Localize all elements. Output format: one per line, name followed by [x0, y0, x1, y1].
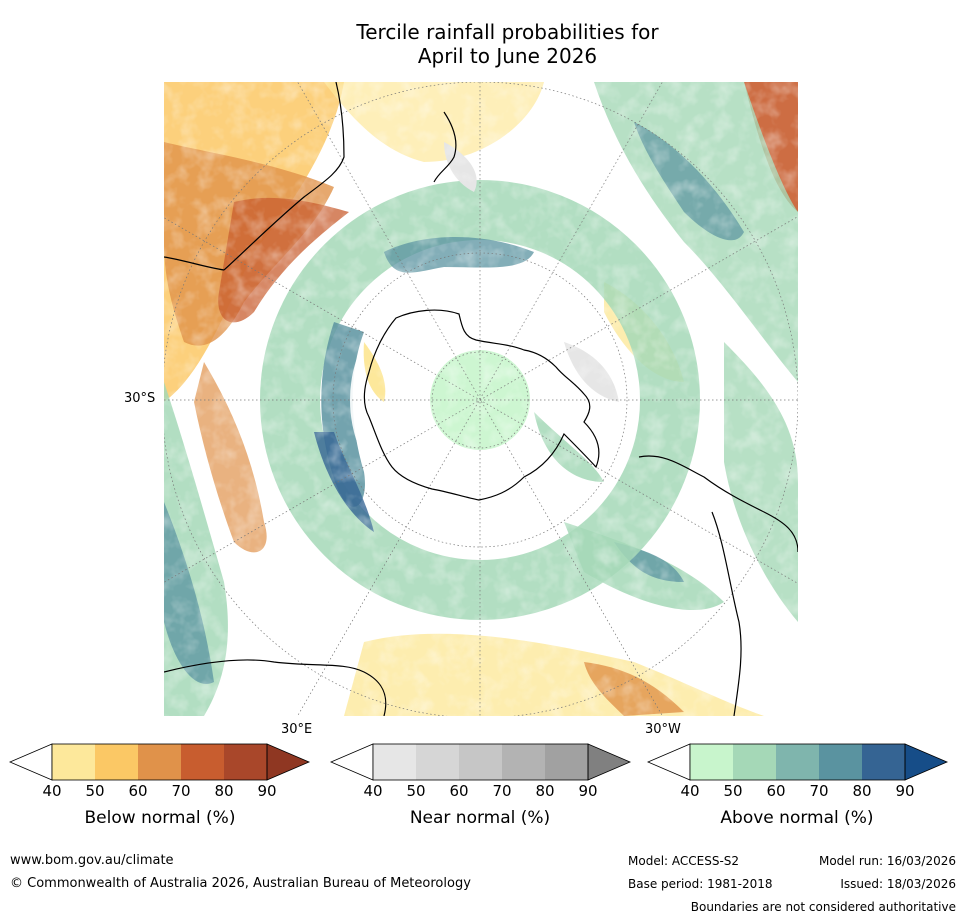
colorbar-above-segment — [862, 744, 905, 780]
colorbar-below-tick: 70 — [171, 782, 191, 800]
colorbar-title-below: Below normal (%) — [84, 808, 236, 828]
colorbar-above-low-triangle — [646, 743, 691, 781]
colorbar-below-segment — [181, 744, 224, 780]
colorbar-above-segment — [819, 744, 862, 780]
colorbar-ticks: 40 50 60 70 80 90 40 50 60 70 80 90 40 50 60 70 80 90 — [0, 782, 965, 806]
title-line-2: April to June 2026 — [417, 44, 598, 68]
title-line-1: Tercile rainfall probabilities for — [356, 20, 659, 44]
base-period: Base period: 1981-2018 — [628, 877, 773, 891]
issued-date: Issued: 18/03/2026 — [840, 877, 956, 891]
colorbar-below — [8, 743, 311, 781]
colorbar-near-tick: 90 — [578, 782, 598, 800]
map-title: Tercile rainfall probabilities for April… — [0, 20, 965, 68]
colorbar-near — [329, 743, 632, 781]
colorbar-below-segment — [95, 744, 138, 780]
south-america-coastline — [638, 455, 798, 716]
colorbar-above-tick: 40 — [680, 782, 700, 800]
colorbar-above-tick: 60 — [766, 782, 786, 800]
colorbar-strip — [8, 743, 949, 781]
colorbar-above — [646, 743, 949, 781]
lat-label-30s: 30°S — [124, 391, 156, 406]
colorbar-below-segment — [224, 744, 267, 780]
colorbar-near-tick: 40 — [363, 782, 383, 800]
lon-label-30w: 30°W — [645, 722, 681, 737]
colorbar-below-low-triangle — [8, 743, 53, 781]
colorbar-near-tick: 50 — [406, 782, 426, 800]
colorbar-above-high-triangle — [904, 743, 949, 781]
antarctica-coastline — [363, 309, 600, 501]
colorbar-title-near: Near normal (%) — [409, 808, 551, 828]
colorbar-below-segment — [138, 744, 181, 780]
copyright-text: © Commonwealth of Australia 2026, Austra… — [10, 876, 471, 891]
colorbar-below-tick: 40 — [42, 782, 62, 800]
colorbar-above-segment — [776, 744, 819, 780]
model-run-date: Model run: 16/03/2026 — [818, 854, 956, 868]
colorbar-below-tick: 50 — [85, 782, 105, 800]
colorbar-above-tick: 80 — [852, 782, 872, 800]
boundaries-disclaimer: Boundaries are not considered authoritat… — [690, 900, 956, 914]
colorbar-near-segment — [459, 744, 502, 780]
model-name: Model: ACCESS-S2 — [628, 854, 740, 868]
colorbar-below-tick: 90 — [257, 782, 277, 800]
colorbar-above-tick: 50 — [723, 782, 743, 800]
colorbar-near-segment — [502, 744, 545, 780]
website-link: www.bom.gov.au/climate — [10, 853, 174, 868]
lon-label-30e: 30°E — [281, 722, 313, 737]
africa-coastline — [164, 659, 387, 716]
colorbar-above-tick: 90 — [895, 782, 915, 800]
colorbar-near-tick: 80 — [535, 782, 555, 800]
new-zealand-coastline — [433, 111, 457, 183]
colorbar-title-above: Above normal (%) — [720, 808, 874, 828]
colorbar-near-tick: 70 — [492, 782, 512, 800]
colorbar-below-tick: 60 — [128, 782, 148, 800]
colorbar-below-high-triangle — [266, 743, 311, 781]
polar-rainfall-map — [164, 82, 798, 716]
colorbar-near-segment — [373, 744, 416, 780]
australia-coastline — [164, 82, 345, 271]
colorbar-near-segment — [416, 744, 459, 780]
colorbar-above-tick: 70 — [809, 782, 829, 800]
colorbar-near-tick: 60 — [449, 782, 469, 800]
colorbar-above-segment — [690, 744, 733, 780]
colorbar-below-segment — [52, 744, 95, 780]
colorbar-above-segment — [733, 744, 776, 780]
colorbar-near-low-triangle — [329, 743, 374, 781]
colorbar-near-segment — [545, 744, 588, 780]
colorbar-below-tick: 80 — [214, 782, 234, 800]
colorbar-near-high-triangle — [587, 743, 632, 781]
